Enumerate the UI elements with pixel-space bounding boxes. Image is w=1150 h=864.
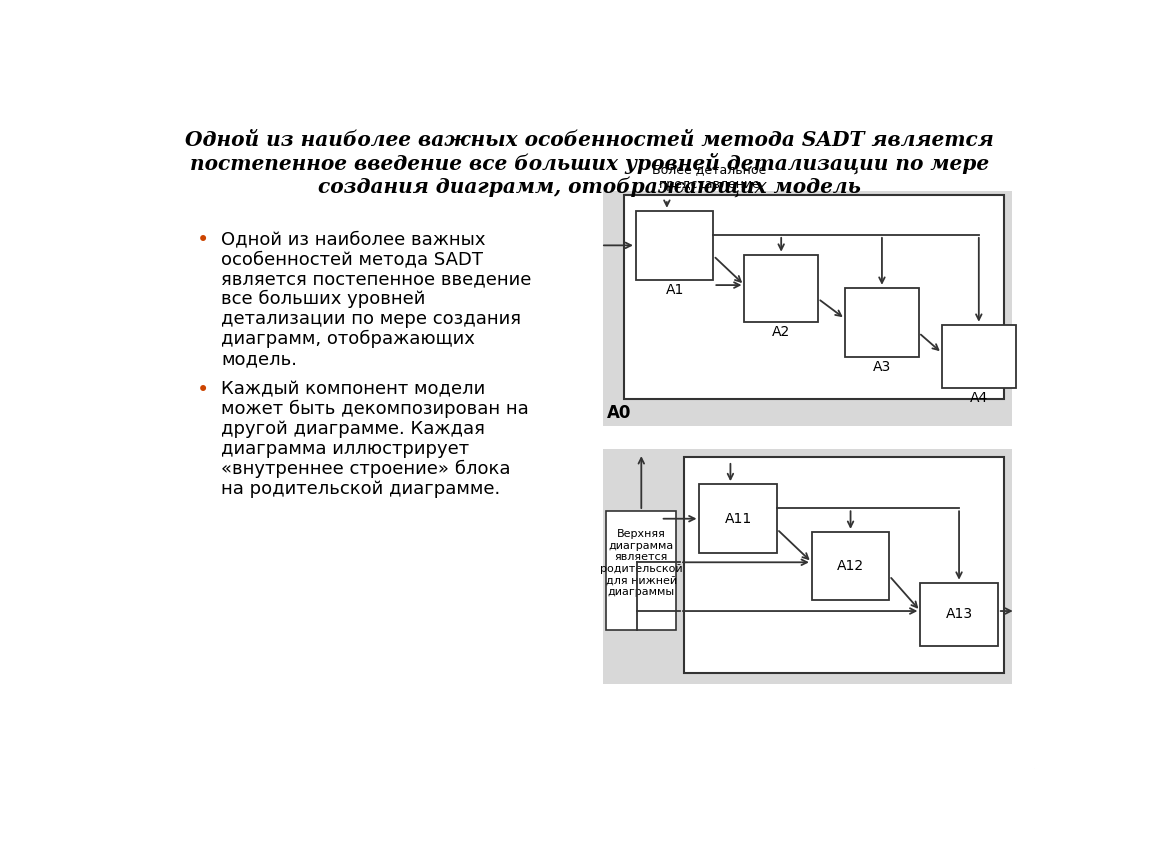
Text: Верхняя
диаграмма
является
родительской
для нижней
диаграммы: Верхняя диаграмма является родительской … xyxy=(600,529,683,597)
Text: A13: A13 xyxy=(945,607,973,621)
Bar xyxy=(845,288,919,357)
Text: «внутреннее строение» блока: «внутреннее строение» блока xyxy=(221,461,511,479)
Text: •: • xyxy=(197,380,208,400)
Bar xyxy=(606,511,676,631)
Text: A11: A11 xyxy=(724,511,752,525)
Text: Более детальное
представление: Более детальное представление xyxy=(652,163,767,192)
Text: A4: A4 xyxy=(969,391,988,405)
Bar xyxy=(920,582,998,645)
Text: Одной из наиболее важных: Одной из наиболее важных xyxy=(221,230,485,248)
Text: A1: A1 xyxy=(666,283,684,297)
Text: A0: A0 xyxy=(606,404,631,422)
Text: постепенное введение все больших уровней детализации по мере: постепенное введение все больших уровней… xyxy=(190,153,989,175)
Text: особенностей метода SADT: особенностей метода SADT xyxy=(221,250,483,268)
Text: модель.: модель. xyxy=(221,350,297,368)
Text: может быть декомпозирован на: может быть декомпозирован на xyxy=(221,400,529,418)
Text: диаграмм, отображающих: диаграмм, отображающих xyxy=(221,330,475,348)
Bar xyxy=(636,211,713,280)
Text: является постепенное введение: является постепенное введение xyxy=(221,270,531,288)
Text: диаграмма иллюстрирует: диаграмма иллюстрирует xyxy=(221,440,469,458)
Bar xyxy=(624,195,1004,399)
Text: на родительской диаграмме.: на родительской диаграмме. xyxy=(221,480,500,499)
Text: Каждый компонент модели: Каждый компонент модели xyxy=(221,380,485,398)
Bar xyxy=(684,457,1004,673)
Bar xyxy=(699,484,777,553)
Text: A2: A2 xyxy=(772,326,790,340)
Text: Одной из наиболее важных особенностей метода SADT является: Одной из наиболее важных особенностей ме… xyxy=(185,130,994,149)
FancyBboxPatch shape xyxy=(141,101,1037,772)
Text: другой диаграмме. Каждая: другой диаграмме. Каждая xyxy=(221,420,485,438)
Text: все больших уровней: все больших уровней xyxy=(221,290,426,308)
Text: детализации по мере создания: детализации по мере создания xyxy=(221,310,521,328)
Text: •: • xyxy=(197,230,208,250)
Text: создания диаграмм, отображающих модель: создания диаграмм, отображающих модель xyxy=(317,176,861,197)
Text: A3: A3 xyxy=(873,360,891,374)
Bar xyxy=(744,255,818,322)
Bar xyxy=(603,192,1012,426)
Text: A12: A12 xyxy=(837,559,864,573)
Bar xyxy=(942,325,1015,388)
Bar xyxy=(603,449,1012,684)
Bar xyxy=(812,532,889,600)
